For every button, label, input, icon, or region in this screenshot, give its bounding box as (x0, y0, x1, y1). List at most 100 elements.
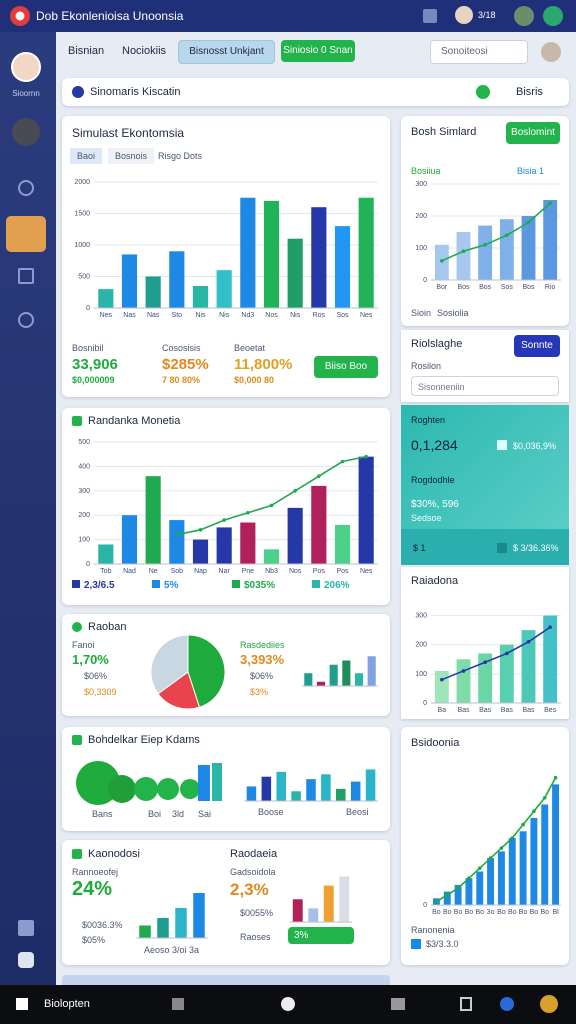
avatar[interactable] (541, 42, 561, 62)
line-point (505, 651, 509, 656)
select[interactable]: Sisonneniin (411, 376, 559, 396)
bar (329, 664, 338, 686)
x-tick-label: Bas (522, 707, 535, 714)
action-button[interactable]: Siniosio 0 Snan (281, 40, 355, 62)
legend-label: 2,3/6.5 (84, 580, 115, 591)
bar (365, 769, 376, 801)
icon[interactable] (423, 9, 437, 23)
bar (487, 858, 495, 905)
bar (216, 527, 232, 564)
nav-icon[interactable] (18, 268, 34, 284)
line-point (521, 822, 525, 827)
x-tick-label: Bo (432, 909, 441, 916)
bar (358, 197, 374, 308)
legend-item: 206% (312, 580, 350, 591)
x-tick-label: Bes (544, 707, 557, 714)
nav-icon[interactable] (18, 952, 34, 968)
x-tick-label: Nis (195, 312, 206, 319)
icon[interactable] (543, 6, 563, 26)
line-point (198, 528, 203, 532)
nav-icon-active[interactable] (6, 216, 46, 252)
stat-value: $285% (162, 356, 209, 373)
label: $ 3/36.36% (513, 543, 559, 553)
start-button[interactable] (16, 998, 28, 1010)
bar (499, 219, 514, 280)
search-input[interactable]: Sonoiteosi (430, 40, 528, 64)
tab[interactable]: Baoi (70, 148, 103, 164)
avatar[interactable] (12, 118, 40, 146)
bar (476, 871, 484, 905)
icon (72, 86, 84, 98)
label: Raoses (240, 932, 271, 942)
card-title: Randanka Monetia (88, 415, 181, 427)
label: Rogdodhle (411, 475, 455, 485)
card-title: Bosh Simlard (411, 126, 477, 138)
banner-link[interactable]: Bisris (516, 86, 543, 98)
legend-item: $3/3.3.0 (426, 939, 459, 949)
taskbar-icon[interactable] (391, 998, 405, 1010)
icon[interactable] (514, 6, 534, 26)
legend-swatch (232, 580, 240, 588)
x-tick-label: Nas (123, 312, 136, 319)
bar (193, 893, 205, 938)
taskbar-icon[interactable] (540, 995, 558, 1013)
tab[interactable]: Bosnois (108, 148, 155, 164)
legend-label: 5% (164, 580, 179, 591)
x-tick-label: Bl (552, 909, 559, 916)
card-title: Riolslaghe (411, 338, 463, 350)
nav-tab[interactable]: Nociokiis (122, 45, 167, 57)
primary-button[interactable]: Bisnosst Unkjant (178, 40, 275, 64)
button[interactable]: Boslomint (506, 122, 560, 144)
icon (497, 440, 507, 450)
bar (521, 630, 536, 703)
y-tick-label: 400 (78, 463, 90, 470)
bar (334, 226, 351, 308)
banner: Sinomaris Kiscatin Bisris (62, 78, 569, 106)
stat-sub: $0,000009 (72, 375, 115, 385)
bubble (108, 775, 136, 803)
nav-icon[interactable] (18, 920, 34, 936)
avatar[interactable] (11, 52, 41, 82)
logo (10, 6, 30, 26)
x-tick-label: Nb3 (265, 568, 278, 575)
bar (454, 884, 462, 905)
tab[interactable]: Risgo Dots (158, 151, 203, 161)
y-tick-label: 0 (86, 561, 90, 568)
x-tick-label: Bo (454, 909, 463, 916)
y-tick-label: 1000 (74, 242, 90, 249)
bar (192, 539, 209, 564)
taskbar-icon[interactable] (172, 998, 184, 1010)
legend-item: Bosiiua (411, 166, 441, 176)
bar (292, 899, 303, 922)
x-tick-label: Pne (242, 568, 255, 575)
line-point (483, 243, 487, 247)
button[interactable]: Sonnte (514, 335, 560, 357)
taskbar-icon[interactable] (281, 997, 295, 1011)
legend-item: 2,3/6.5 (72, 580, 115, 591)
bar-chart (244, 769, 378, 802)
x-tick-label: Nis (290, 312, 301, 319)
bar (169, 520, 185, 564)
nav-icon[interactable] (18, 312, 34, 328)
line-point (364, 454, 368, 459)
label: Rosilon (411, 361, 442, 371)
value: 1,70% (72, 652, 109, 667)
button[interactable]: 3% (288, 927, 354, 944)
taskbar-search[interactable]: Biolopten (44, 998, 90, 1010)
bar (306, 779, 316, 801)
button[interactable]: Biiso Boo (314, 356, 378, 378)
legend: 2,3/6.5 5% $035% 206% (72, 580, 382, 594)
x-tick-label: Bo (443, 909, 452, 916)
stat-value: 33,906 (72, 356, 118, 373)
label: $3% (250, 687, 269, 697)
avatar[interactable] (455, 6, 473, 24)
nav-tab[interactable]: Bisnian (68, 45, 105, 57)
label: Boose (258, 807, 284, 817)
nav-icon[interactable] (18, 180, 34, 196)
taskbar-icon[interactable] (460, 997, 472, 1011)
y-tick-label: 300 (78, 488, 90, 495)
taskbar-icon[interactable] (500, 997, 514, 1011)
top-bar: Dob Ekonlenioisa Unoonsia 3/18 (0, 0, 576, 32)
bar (121, 515, 138, 564)
card-edge (62, 975, 390, 985)
